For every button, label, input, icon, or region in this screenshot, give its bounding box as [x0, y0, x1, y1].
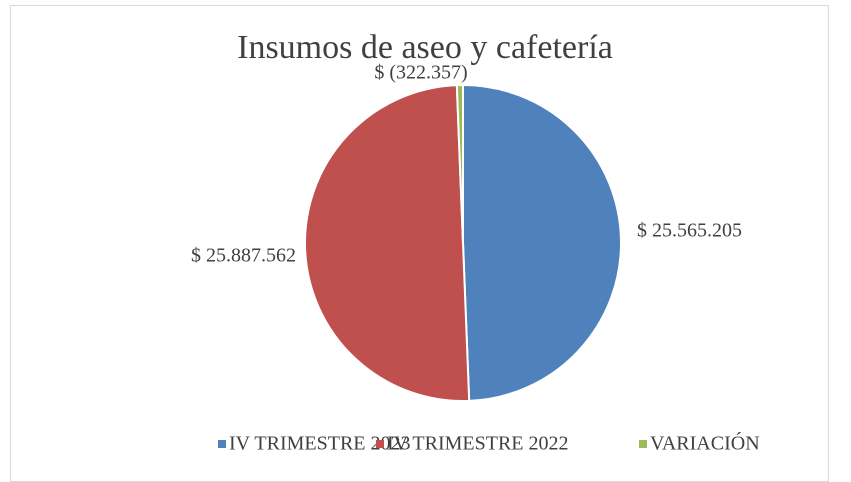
legend-swatch [218, 440, 226, 448]
data-label: $ 25.887.562 [191, 245, 296, 267]
legend-swatch [376, 440, 384, 448]
pie-slice [304, 84, 471, 402]
pie-slice [455, 83, 464, 244]
legend-swatch [639, 440, 647, 448]
pie-slice [462, 83, 622, 402]
legend-label: IV TRIMESTRE 2022 [387, 433, 569, 455]
data-label: $ 25.565.205 [637, 220, 742, 242]
legend-label: IV TRIMESTRE 2023 [229, 433, 411, 455]
legend-label: VARIACIÓN [650, 431, 760, 455]
chart-title: Insumos de aseo y cafetería [237, 29, 613, 66]
data-label: $ (322.357) [374, 62, 467, 84]
